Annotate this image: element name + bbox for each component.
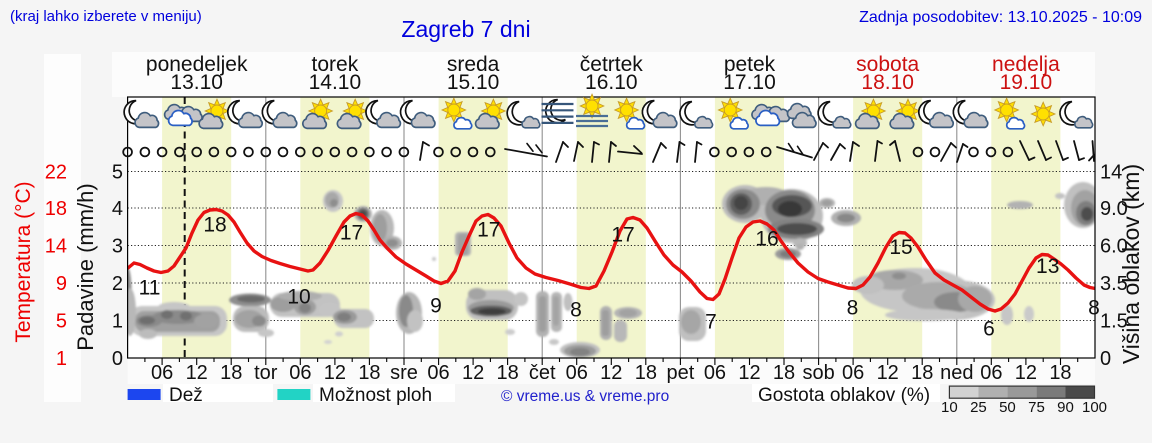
svg-text:06: 06 <box>151 362 173 384</box>
svg-text:9: 9 <box>430 295 442 318</box>
svg-text:16: 16 <box>755 228 778 251</box>
svg-text:18: 18 <box>1049 362 1071 384</box>
svg-text:6.0: 6.0 <box>1100 236 1128 258</box>
svg-text:Dež: Dež <box>169 385 203 406</box>
svg-text:4: 4 <box>112 198 123 220</box>
svg-text:18: 18 <box>497 362 519 384</box>
svg-text:Zagreb 7 dni: Zagreb 7 dni <box>401 16 530 42</box>
svg-text:100: 100 <box>1082 399 1107 416</box>
svg-text:Gostota oblakov (%): Gostota oblakov (%) <box>758 385 930 406</box>
svg-text:5: 5 <box>112 162 123 184</box>
svg-text:14: 14 <box>1100 162 1122 184</box>
svg-text:12: 12 <box>877 362 899 384</box>
svg-text:22: 22 <box>45 162 67 184</box>
svg-text:18: 18 <box>911 362 933 384</box>
svg-text:25: 25 <box>970 399 987 416</box>
svg-text:18: 18 <box>203 214 226 237</box>
svg-text:Padavine (mm/h): Padavine (mm/h) <box>73 183 98 351</box>
svg-text:12: 12 <box>738 362 760 384</box>
svg-text:petek: petek <box>724 53 776 76</box>
svg-text:13: 13 <box>1036 255 1059 278</box>
svg-text:čet: čet <box>529 362 556 384</box>
svg-text:(kraj lahko izberete v meniju): (kraj lahko izberete v meniju) <box>10 8 202 25</box>
svg-text:pet: pet <box>666 362 694 384</box>
svg-text:1.5: 1.5 <box>1100 311 1128 333</box>
svg-text:18.10: 18.10 <box>861 71 914 94</box>
svg-text:sobota: sobota <box>856 53 919 76</box>
svg-text:Možnost ploh: Možnost ploh <box>319 385 432 406</box>
svg-text:12: 12 <box>462 362 484 384</box>
svg-text:16.10: 16.10 <box>585 71 638 94</box>
svg-text:18: 18 <box>220 362 242 384</box>
svg-text:Temperatura (°C): Temperatura (°C) <box>12 181 35 342</box>
svg-text:06: 06 <box>289 362 311 384</box>
svg-text:18: 18 <box>773 362 795 384</box>
svg-text:14.10: 14.10 <box>309 71 362 94</box>
svg-text:Višina oblakov (km): Višina oblakov (km) <box>1118 164 1144 364</box>
svg-text:15.10: 15.10 <box>447 71 500 94</box>
svg-text:2: 2 <box>112 273 123 295</box>
svg-text:ponedeljek: ponedeljek <box>146 53 248 76</box>
svg-text:1: 1 <box>112 311 123 333</box>
svg-text:četrtek: četrtek <box>580 53 644 76</box>
svg-text:50: 50 <box>999 399 1016 416</box>
svg-text:0: 0 <box>1100 348 1111 370</box>
svg-text:6: 6 <box>983 318 995 341</box>
svg-text:sre: sre <box>390 362 418 384</box>
svg-text:9: 9 <box>56 273 67 295</box>
svg-text:06: 06 <box>566 362 588 384</box>
svg-text:9.0: 9.0 <box>1100 198 1128 220</box>
svg-text:8: 8 <box>1088 297 1100 320</box>
svg-text:sob: sob <box>802 362 834 384</box>
svg-text:ned: ned <box>940 362 973 384</box>
svg-text:17: 17 <box>340 222 363 245</box>
svg-text:12: 12 <box>1015 362 1037 384</box>
svg-text:1: 1 <box>56 348 67 370</box>
svg-text:17: 17 <box>477 219 500 242</box>
svg-text:90: 90 <box>1057 399 1074 416</box>
svg-text:3: 3 <box>112 236 123 258</box>
svg-text:sreda: sreda <box>447 53 500 76</box>
svg-text:8: 8 <box>847 297 859 320</box>
svg-text:3.5: 3.5 <box>1100 273 1128 295</box>
svg-text:06: 06 <box>842 362 864 384</box>
svg-text:Zadnja posodobitev: 13.10.2025: Zadnja posodobitev: 13.10.2025 - 10:09 <box>859 9 1142 26</box>
svg-text:75: 75 <box>1028 399 1045 416</box>
svg-text:19.10: 19.10 <box>1000 71 1053 94</box>
svg-text:tor: tor <box>254 362 278 384</box>
svg-text:12: 12 <box>324 362 346 384</box>
svg-text:10: 10 <box>941 399 958 416</box>
svg-text:17: 17 <box>611 224 634 247</box>
svg-text:06: 06 <box>980 362 1002 384</box>
svg-text:06: 06 <box>704 362 726 384</box>
svg-text:0: 0 <box>112 348 123 370</box>
svg-text:12: 12 <box>186 362 208 384</box>
svg-text:nedelja: nedelja <box>992 53 1060 76</box>
svg-text:© vreme.us & vreme.pro: © vreme.us & vreme.pro <box>501 388 669 405</box>
svg-text:torek: torek <box>312 53 359 76</box>
svg-text:18: 18 <box>45 198 67 220</box>
svg-text:18: 18 <box>358 362 380 384</box>
svg-text:5: 5 <box>56 311 67 333</box>
svg-text:14: 14 <box>45 236 67 258</box>
svg-text:13.10: 13.10 <box>170 71 223 94</box>
svg-text:8: 8 <box>570 299 582 322</box>
svg-text:15: 15 <box>889 236 912 259</box>
svg-text:7: 7 <box>705 311 717 334</box>
svg-text:17.10: 17.10 <box>723 71 776 94</box>
svg-text:12: 12 <box>600 362 622 384</box>
svg-text:11: 11 <box>139 277 161 300</box>
svg-text:06: 06 <box>427 362 449 384</box>
svg-text:10: 10 <box>287 286 310 309</box>
svg-text:18: 18 <box>635 362 657 384</box>
